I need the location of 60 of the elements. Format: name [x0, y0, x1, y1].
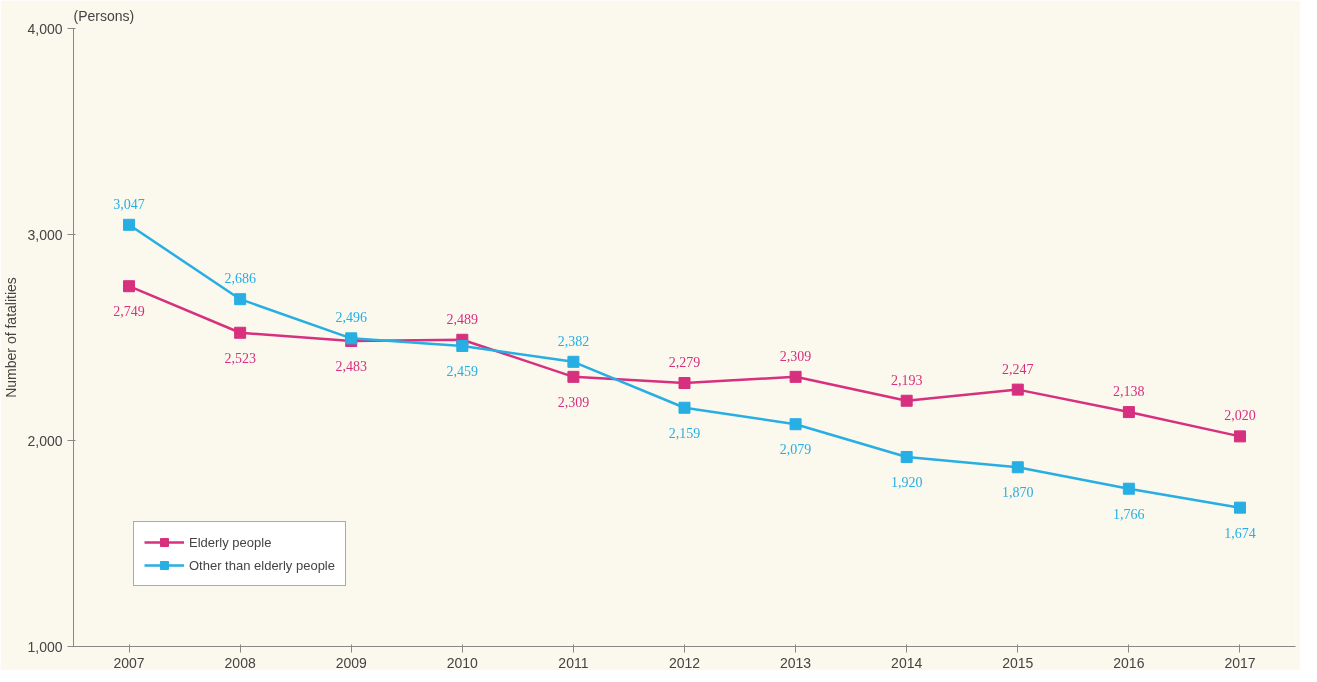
- x-tick-label: 2008: [224, 654, 256, 671]
- data-label: 2,138: [1113, 384, 1145, 400]
- x-tick-label: 2014: [891, 654, 923, 671]
- y-axis-title: Number of fatalities: [3, 277, 20, 398]
- y-tick-label: 2,000: [27, 432, 63, 449]
- point: [1233, 430, 1246, 443]
- point: [789, 370, 802, 383]
- point: [1122, 406, 1135, 419]
- x-tick-label: 2007: [113, 654, 145, 671]
- data-label: 2,749: [113, 304, 145, 320]
- y-tick-label: 4,000: [27, 20, 63, 37]
- x-tick-label: 2013: [780, 654, 812, 671]
- data-label: 1,920: [890, 474, 923, 490]
- data-label: 2,159: [668, 425, 701, 441]
- data-label: 1,870: [1002, 485, 1034, 501]
- x-tick-label: 2015: [1002, 654, 1034, 671]
- data-label: 2,247: [1002, 361, 1034, 377]
- legend-label: Elderly people: [189, 534, 272, 550]
- data-label: 2,279: [668, 355, 701, 371]
- legend-label: Other than elderly people: [189, 557, 335, 573]
- data-label: 2,309: [557, 394, 590, 410]
- point: [567, 355, 580, 368]
- data-label: 1,674: [1224, 525, 1256, 541]
- data-label: 2,459: [446, 363, 479, 379]
- data-label: 2,309: [779, 348, 812, 364]
- x-tick-label: 2009: [335, 654, 368, 671]
- data-label: 3,047: [113, 196, 145, 212]
- x-tick-label: 2016: [1113, 654, 1145, 671]
- text: (Persons): [73, 7, 135, 24]
- point: [1233, 501, 1246, 514]
- data-label: 2,523: [224, 350, 256, 366]
- data-label: 2,079: [779, 442, 812, 458]
- point: [123, 280, 136, 293]
- data-label: 2,496: [335, 310, 367, 326]
- point: [123, 218, 136, 231]
- data-label: 2,686: [224, 271, 256, 287]
- point: [456, 339, 469, 352]
- point: [567, 370, 580, 383]
- point: [234, 326, 247, 339]
- point: [900, 450, 913, 463]
- data-label: 2,193: [890, 372, 923, 388]
- point: [789, 418, 802, 431]
- x-tick-label: 2012: [668, 654, 701, 671]
- y-tick-label: 1,000: [27, 638, 63, 655]
- point: [678, 401, 691, 414]
- data-label: 2,489: [446, 311, 479, 327]
- x-tick-label: 2010: [446, 654, 479, 671]
- x-tick-label: 2017: [1224, 654, 1256, 671]
- data-label: 2,382: [557, 333, 590, 349]
- point: [900, 394, 913, 407]
- data-label: 2,020: [1224, 408, 1256, 424]
- point: [234, 293, 247, 306]
- data-label: 2,483: [335, 359, 367, 374]
- y-tick-label: 3,000: [27, 226, 63, 243]
- point: [678, 377, 691, 390]
- x-tick-label: 2011: [558, 654, 589, 671]
- data-label: 1,766: [1113, 506, 1145, 522]
- point: [1011, 461, 1024, 474]
- point: [1011, 383, 1024, 396]
- point: [1122, 482, 1135, 495]
